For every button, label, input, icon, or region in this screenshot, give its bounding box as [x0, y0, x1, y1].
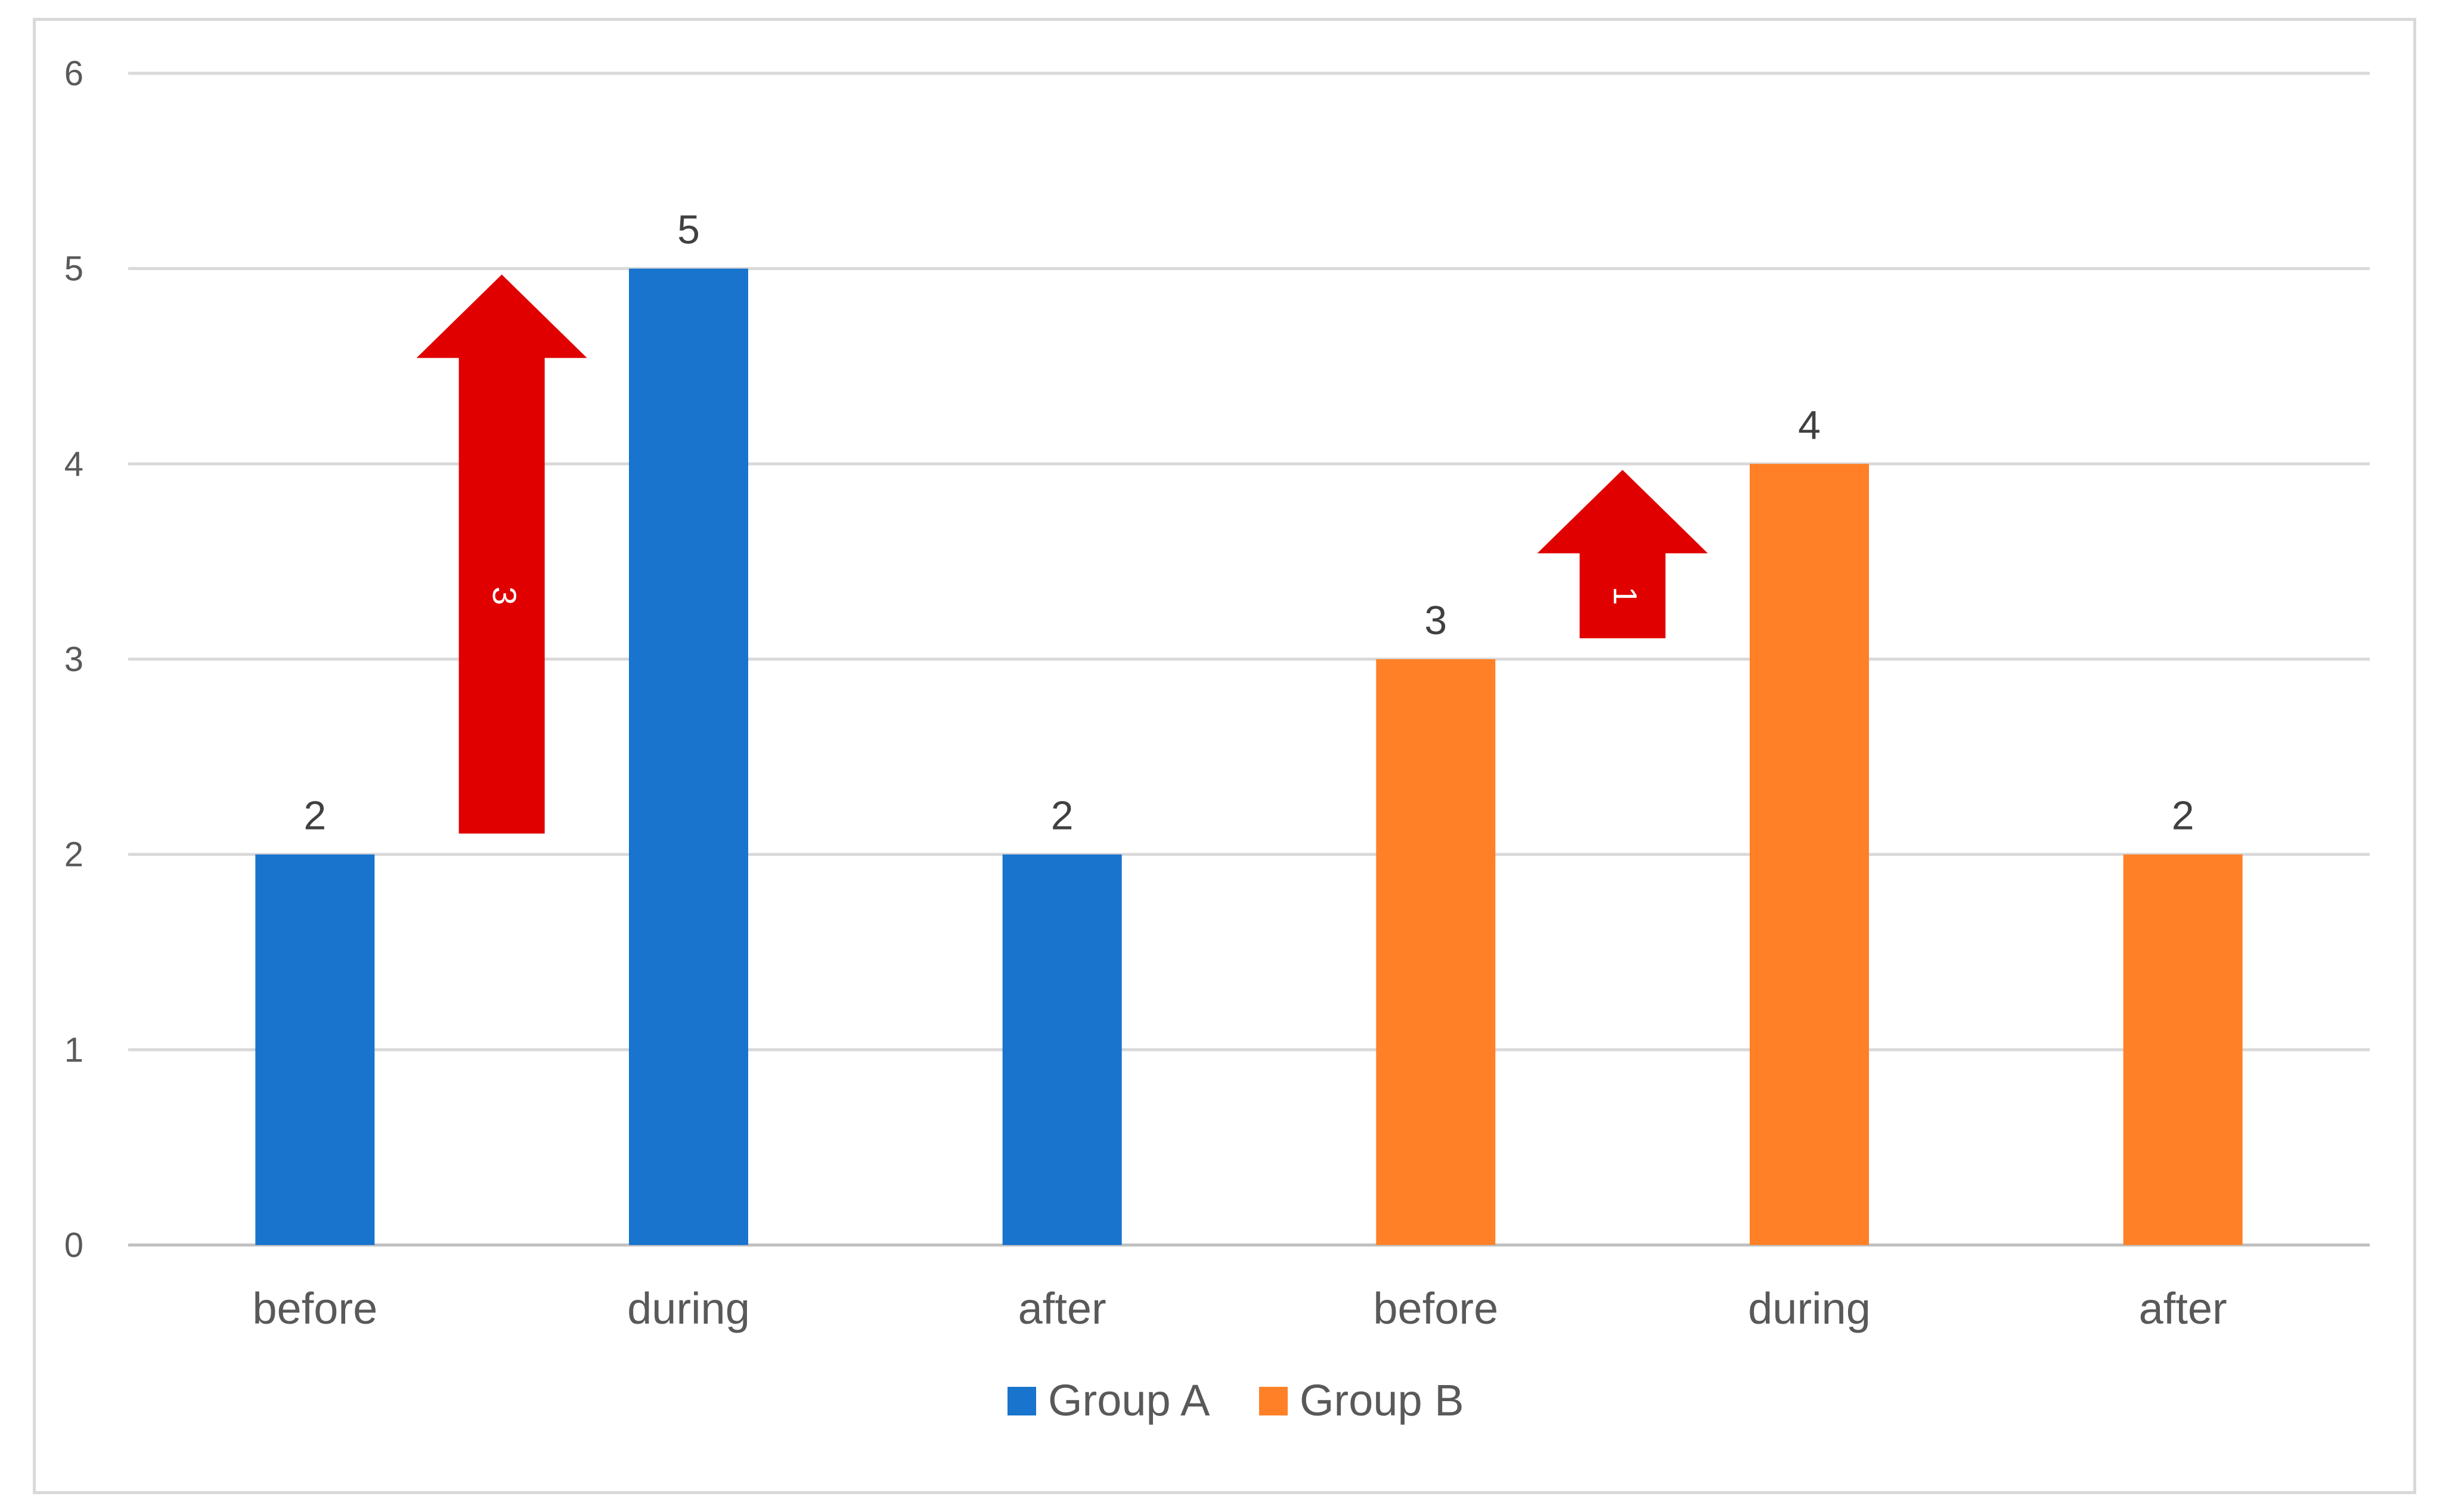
bar — [1002, 854, 1122, 1245]
data-label: 2 — [1051, 793, 1074, 839]
data-labels: 2 5 2 3 4 2 — [303, 207, 2194, 839]
x-tick-label: after — [2139, 1284, 2227, 1333]
data-label: 4 — [1798, 402, 1821, 448]
data-label: 5 — [677, 207, 700, 253]
bar — [629, 268, 748, 1246]
y-tick-label: 5 — [64, 250, 83, 288]
y-tick-label: 1 — [64, 1030, 83, 1069]
annotation-arrow — [416, 274, 587, 834]
annotation-arrow-label: 1 — [1607, 586, 1644, 605]
y-tick-label: 6 — [64, 54, 83, 93]
annotation-arrow-label: 3 — [486, 586, 523, 605]
data-label: 2 — [303, 793, 326, 839]
chart-frame — [33, 18, 2416, 1494]
y-axis-ticks: 0 1 2 3 4 5 6 — [64, 54, 83, 1265]
legend: Group A Group B — [1008, 1376, 1464, 1425]
x-tick-label: before — [1373, 1284, 1498, 1333]
legend-swatch — [1008, 1387, 1036, 1415]
x-axis-labels: before during after before during after — [252, 1284, 2227, 1333]
y-tick-label: 4 — [64, 445, 83, 483]
bars — [255, 268, 2243, 1246]
y-tick-label: 2 — [64, 836, 83, 874]
legend-label: Group A — [1048, 1376, 1210, 1425]
y-tick-label: 0 — [64, 1226, 83, 1265]
y-tick-label: 3 — [64, 640, 83, 679]
x-tick-label: during — [627, 1284, 750, 1333]
bar — [255, 854, 375, 1245]
data-label: 3 — [1424, 598, 1447, 643]
annotation-arrow — [1537, 470, 1708, 638]
legend-swatch — [1259, 1387, 1288, 1415]
data-label: 2 — [2172, 793, 2194, 839]
bar — [1376, 659, 1496, 1245]
bar — [2123, 854, 2243, 1245]
legend-label: Group B — [1300, 1376, 1464, 1425]
x-tick-label: before — [252, 1284, 377, 1333]
x-tick-label: after — [1018, 1284, 1106, 1333]
x-tick-label: during — [1748, 1284, 1871, 1333]
bar — [1750, 464, 1869, 1246]
